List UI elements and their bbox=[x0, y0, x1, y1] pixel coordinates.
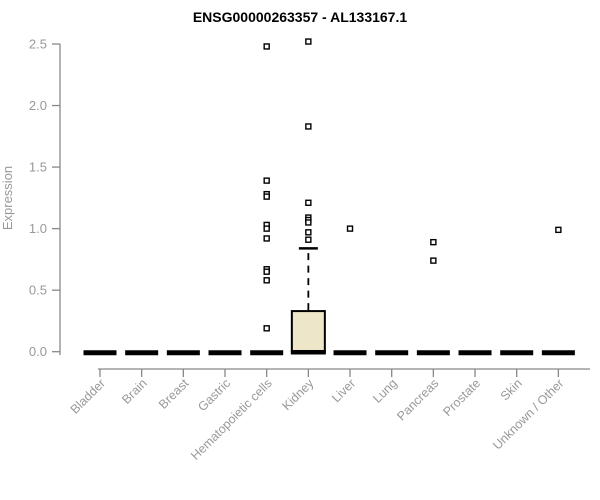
x-tick-label: Prostate bbox=[440, 376, 483, 419]
outlier-point bbox=[263, 235, 270, 242]
x-tick-label: Kidney bbox=[280, 376, 317, 413]
y-tick-label: 0.5 bbox=[29, 283, 47, 298]
y-tick-label: 1.0 bbox=[29, 221, 47, 236]
y-tick-label: 2.5 bbox=[29, 37, 47, 52]
outlier-point bbox=[263, 268, 270, 275]
x-tick-label: Lung bbox=[370, 376, 400, 406]
y-tick-label: 0.0 bbox=[29, 344, 47, 359]
outlier-point bbox=[305, 236, 312, 243]
chart-title: ENSG00000263357 - AL133167.1 bbox=[192, 9, 408, 25]
outlier-point bbox=[430, 257, 437, 264]
x-tick-label: Unknown / Other bbox=[490, 376, 566, 452]
x-tick-label: Skin bbox=[498, 376, 525, 403]
x-tick-label: Hematopoietic cells bbox=[188, 376, 275, 463]
box bbox=[290, 310, 326, 353]
outlier-point bbox=[305, 229, 312, 236]
outlier-point bbox=[305, 38, 312, 45]
y-tick-label: 2.0 bbox=[29, 98, 47, 113]
outlier-point bbox=[430, 238, 437, 246]
outlier-point bbox=[263, 225, 270, 232]
outlier-point bbox=[555, 226, 562, 234]
x-tick-label: Brain bbox=[119, 376, 150, 407]
x-tick-label: Bladder bbox=[68, 376, 108, 416]
y-tick-label: 1.5 bbox=[29, 160, 47, 175]
outlier-point bbox=[305, 219, 312, 226]
outlier-point bbox=[263, 43, 270, 50]
outlier-point bbox=[305, 199, 312, 206]
x-tick-label: Pancreas bbox=[394, 376, 441, 423]
x-tick-label: Breast bbox=[156, 376, 192, 412]
x-tick-label: Gastric bbox=[195, 376, 233, 414]
outlier-point bbox=[263, 325, 270, 332]
outlier-point bbox=[263, 177, 270, 184]
outlier-point bbox=[263, 193, 270, 200]
outlier-point bbox=[346, 225, 354, 232]
outlier-point bbox=[305, 123, 312, 130]
x-tick-label: Liver bbox=[329, 376, 358, 405]
outlier-point bbox=[263, 277, 270, 284]
